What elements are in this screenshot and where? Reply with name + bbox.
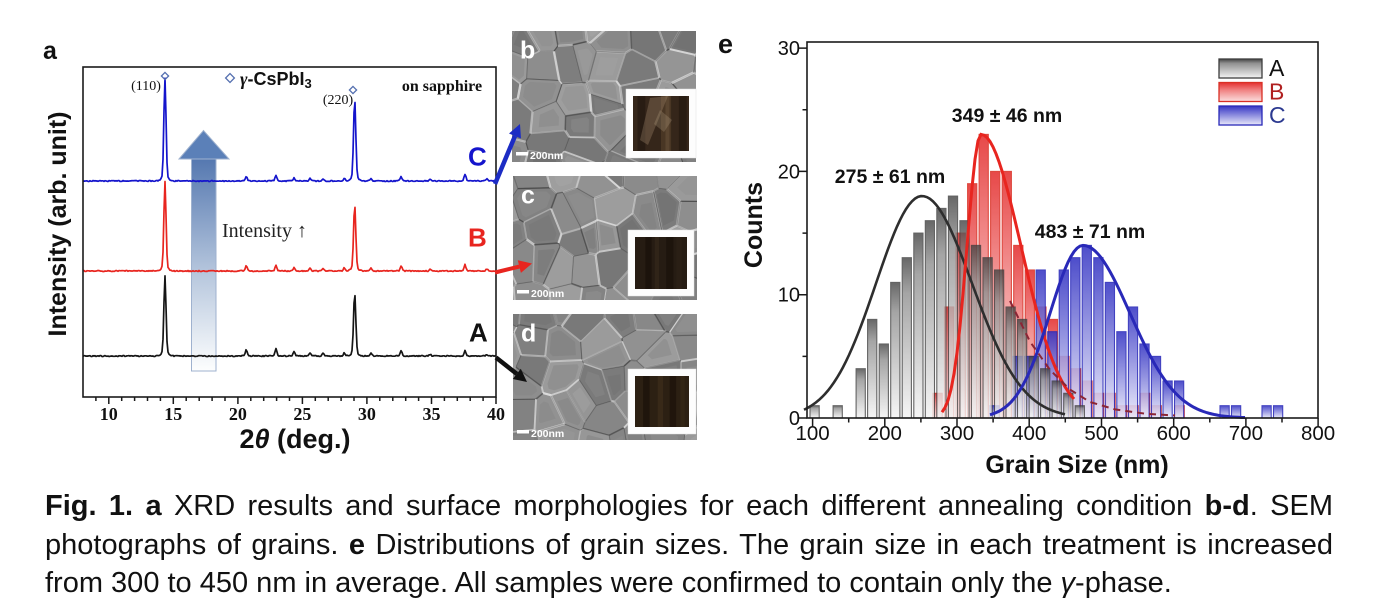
svg-text:B: B — [468, 223, 487, 253]
svg-text:Intensity ↑: Intensity ↑ — [222, 220, 307, 242]
svg-text:10: 10 — [778, 285, 800, 307]
svg-text:b: b — [520, 37, 535, 65]
svg-text:400: 400 — [1012, 422, 1046, 445]
svg-text:γ-CsPbI3: γ-CsPbI3 — [240, 69, 312, 91]
svg-text:200nm: 200nm — [531, 288, 564, 300]
svg-text:700: 700 — [1229, 422, 1263, 445]
svg-text:e: e — [718, 29, 733, 59]
svg-text:40: 40 — [487, 404, 505, 424]
svg-text:A: A — [1269, 55, 1285, 81]
svg-text:20: 20 — [778, 161, 800, 183]
svg-text:600: 600 — [1157, 422, 1191, 445]
svg-text:A: A — [469, 318, 488, 348]
svg-text:25: 25 — [293, 404, 311, 424]
svg-text:349 ± 46 nm: 349 ± 46 nm — [952, 105, 1062, 127]
svg-text:20: 20 — [229, 404, 247, 424]
svg-text:Grain Size (nm): Grain Size (nm) — [985, 451, 1168, 479]
svg-text:2θ (deg.): 2θ (deg.) — [239, 424, 350, 454]
svg-text:C: C — [1269, 102, 1286, 128]
svg-text:800: 800 — [1301, 422, 1335, 445]
svg-text:200nm: 200nm — [530, 150, 563, 162]
svg-text:(110): (110) — [131, 79, 161, 94]
svg-text:a: a — [43, 37, 58, 65]
svg-text:B: B — [1269, 79, 1284, 105]
svg-text:30: 30 — [358, 404, 376, 424]
svg-text:Intensity (arb. unit): Intensity (arb. unit) — [44, 112, 72, 337]
svg-text:c: c — [521, 182, 535, 210]
svg-text:275 ± 61 nm: 275 ± 61 nm — [835, 166, 945, 188]
svg-text:on sapphire: on sapphire — [402, 78, 482, 95]
svg-text:(220): (220) — [323, 93, 354, 108]
svg-text:10: 10 — [100, 404, 118, 424]
svg-text:100: 100 — [795, 422, 829, 445]
svg-text:35: 35 — [423, 404, 441, 424]
svg-text:0: 0 — [789, 408, 800, 430]
svg-text:200nm: 200nm — [531, 428, 564, 440]
svg-text:500: 500 — [1084, 422, 1118, 445]
svg-text:200: 200 — [868, 422, 902, 445]
svg-text:d: d — [521, 320, 536, 348]
svg-text:15: 15 — [164, 404, 182, 424]
svg-text:483 ± 71 nm: 483 ± 71 nm — [1035, 221, 1145, 243]
svg-text:Counts: Counts — [740, 182, 768, 268]
svg-text:30: 30 — [778, 38, 800, 60]
svg-text:300: 300 — [940, 422, 974, 445]
svg-text:C: C — [468, 142, 487, 172]
